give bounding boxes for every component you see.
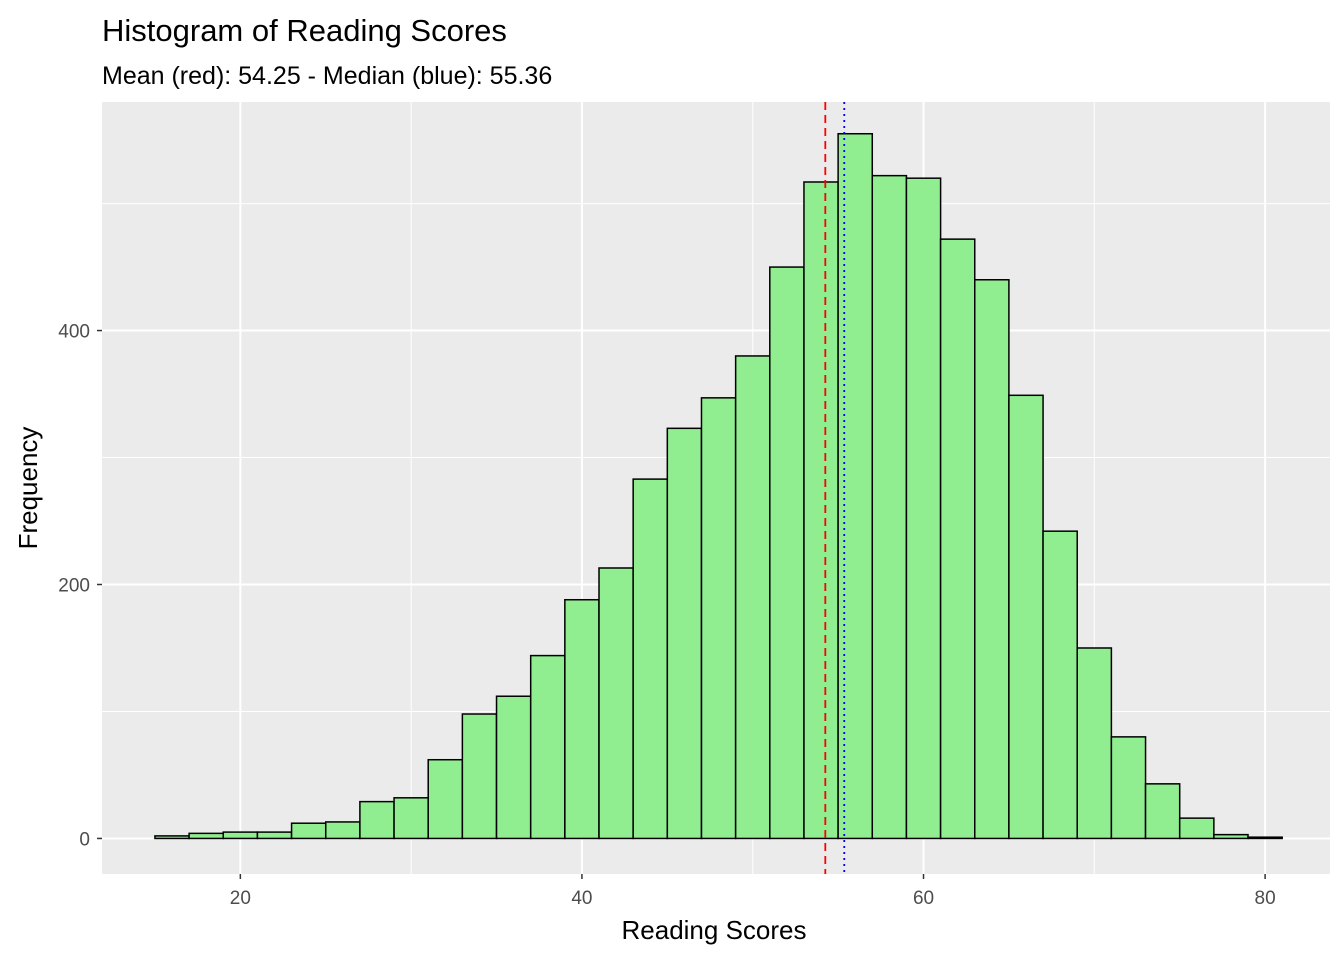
chart-subtitle: Mean (red): 54.25 - Median (blue): 55.36 bbox=[102, 62, 552, 90]
histogram-bar bbox=[324, 821, 361, 840]
x-tick-label: 20 bbox=[230, 888, 251, 909]
histogram-bar bbox=[1008, 394, 1044, 840]
histogram-bar bbox=[495, 695, 532, 840]
histogram-bar bbox=[871, 174, 908, 840]
histogram-bar bbox=[700, 397, 737, 840]
histogram-bar bbox=[939, 238, 976, 840]
histogram-bar bbox=[1042, 530, 1078, 840]
histogram-bar bbox=[837, 132, 874, 840]
histogram-bar bbox=[188, 832, 225, 840]
y-axis: 0 200 400 bbox=[58, 322, 102, 850]
reference-lines bbox=[824, 102, 846, 874]
histogram-bar bbox=[256, 831, 293, 840]
histogram-bar bbox=[1178, 817, 1215, 840]
histogram-bar bbox=[427, 758, 464, 840]
histogram-bar bbox=[734, 355, 771, 840]
histogram-bar bbox=[154, 835, 190, 840]
chart-title: Histogram of Reading Scores bbox=[102, 13, 507, 48]
x-axis-title: Reading Scores bbox=[622, 915, 807, 945]
histogram-bar bbox=[974, 279, 1010, 840]
histogram-bar bbox=[359, 800, 395, 840]
histogram-bar bbox=[290, 822, 327, 840]
histogram-bar bbox=[1213, 833, 1249, 840]
histogram-bar bbox=[666, 427, 703, 840]
y-tick-label: 0 bbox=[79, 829, 90, 850]
y-axis-title: Frequency bbox=[13, 427, 43, 550]
histogram-bar bbox=[905, 177, 942, 840]
histogram-bar bbox=[803, 181, 839, 840]
histogram-bar bbox=[1076, 647, 1113, 840]
histogram-bar bbox=[769, 266, 805, 840]
histogram-bar bbox=[632, 478, 669, 840]
histogram-bar bbox=[564, 598, 600, 840]
histogram-bar bbox=[598, 567, 634, 840]
x-tick-label: 80 bbox=[1255, 888, 1276, 909]
x-axis: 20 40 60 80 bbox=[230, 874, 1276, 909]
histogram-bar bbox=[461, 713, 498, 840]
y-tick-label: 200 bbox=[58, 576, 90, 597]
histogram-bar bbox=[222, 831, 259, 840]
bars bbox=[154, 132, 1283, 840]
histogram-bar bbox=[1144, 783, 1181, 840]
histogram-bar bbox=[529, 654, 566, 840]
x-tick-label: 60 bbox=[913, 888, 934, 909]
y-tick-label: 400 bbox=[58, 322, 90, 343]
histogram-bar bbox=[1247, 836, 1283, 840]
x-tick-label: 40 bbox=[571, 888, 592, 909]
histogram-bar bbox=[393, 797, 429, 840]
histogram-bar bbox=[1110, 736, 1147, 840]
